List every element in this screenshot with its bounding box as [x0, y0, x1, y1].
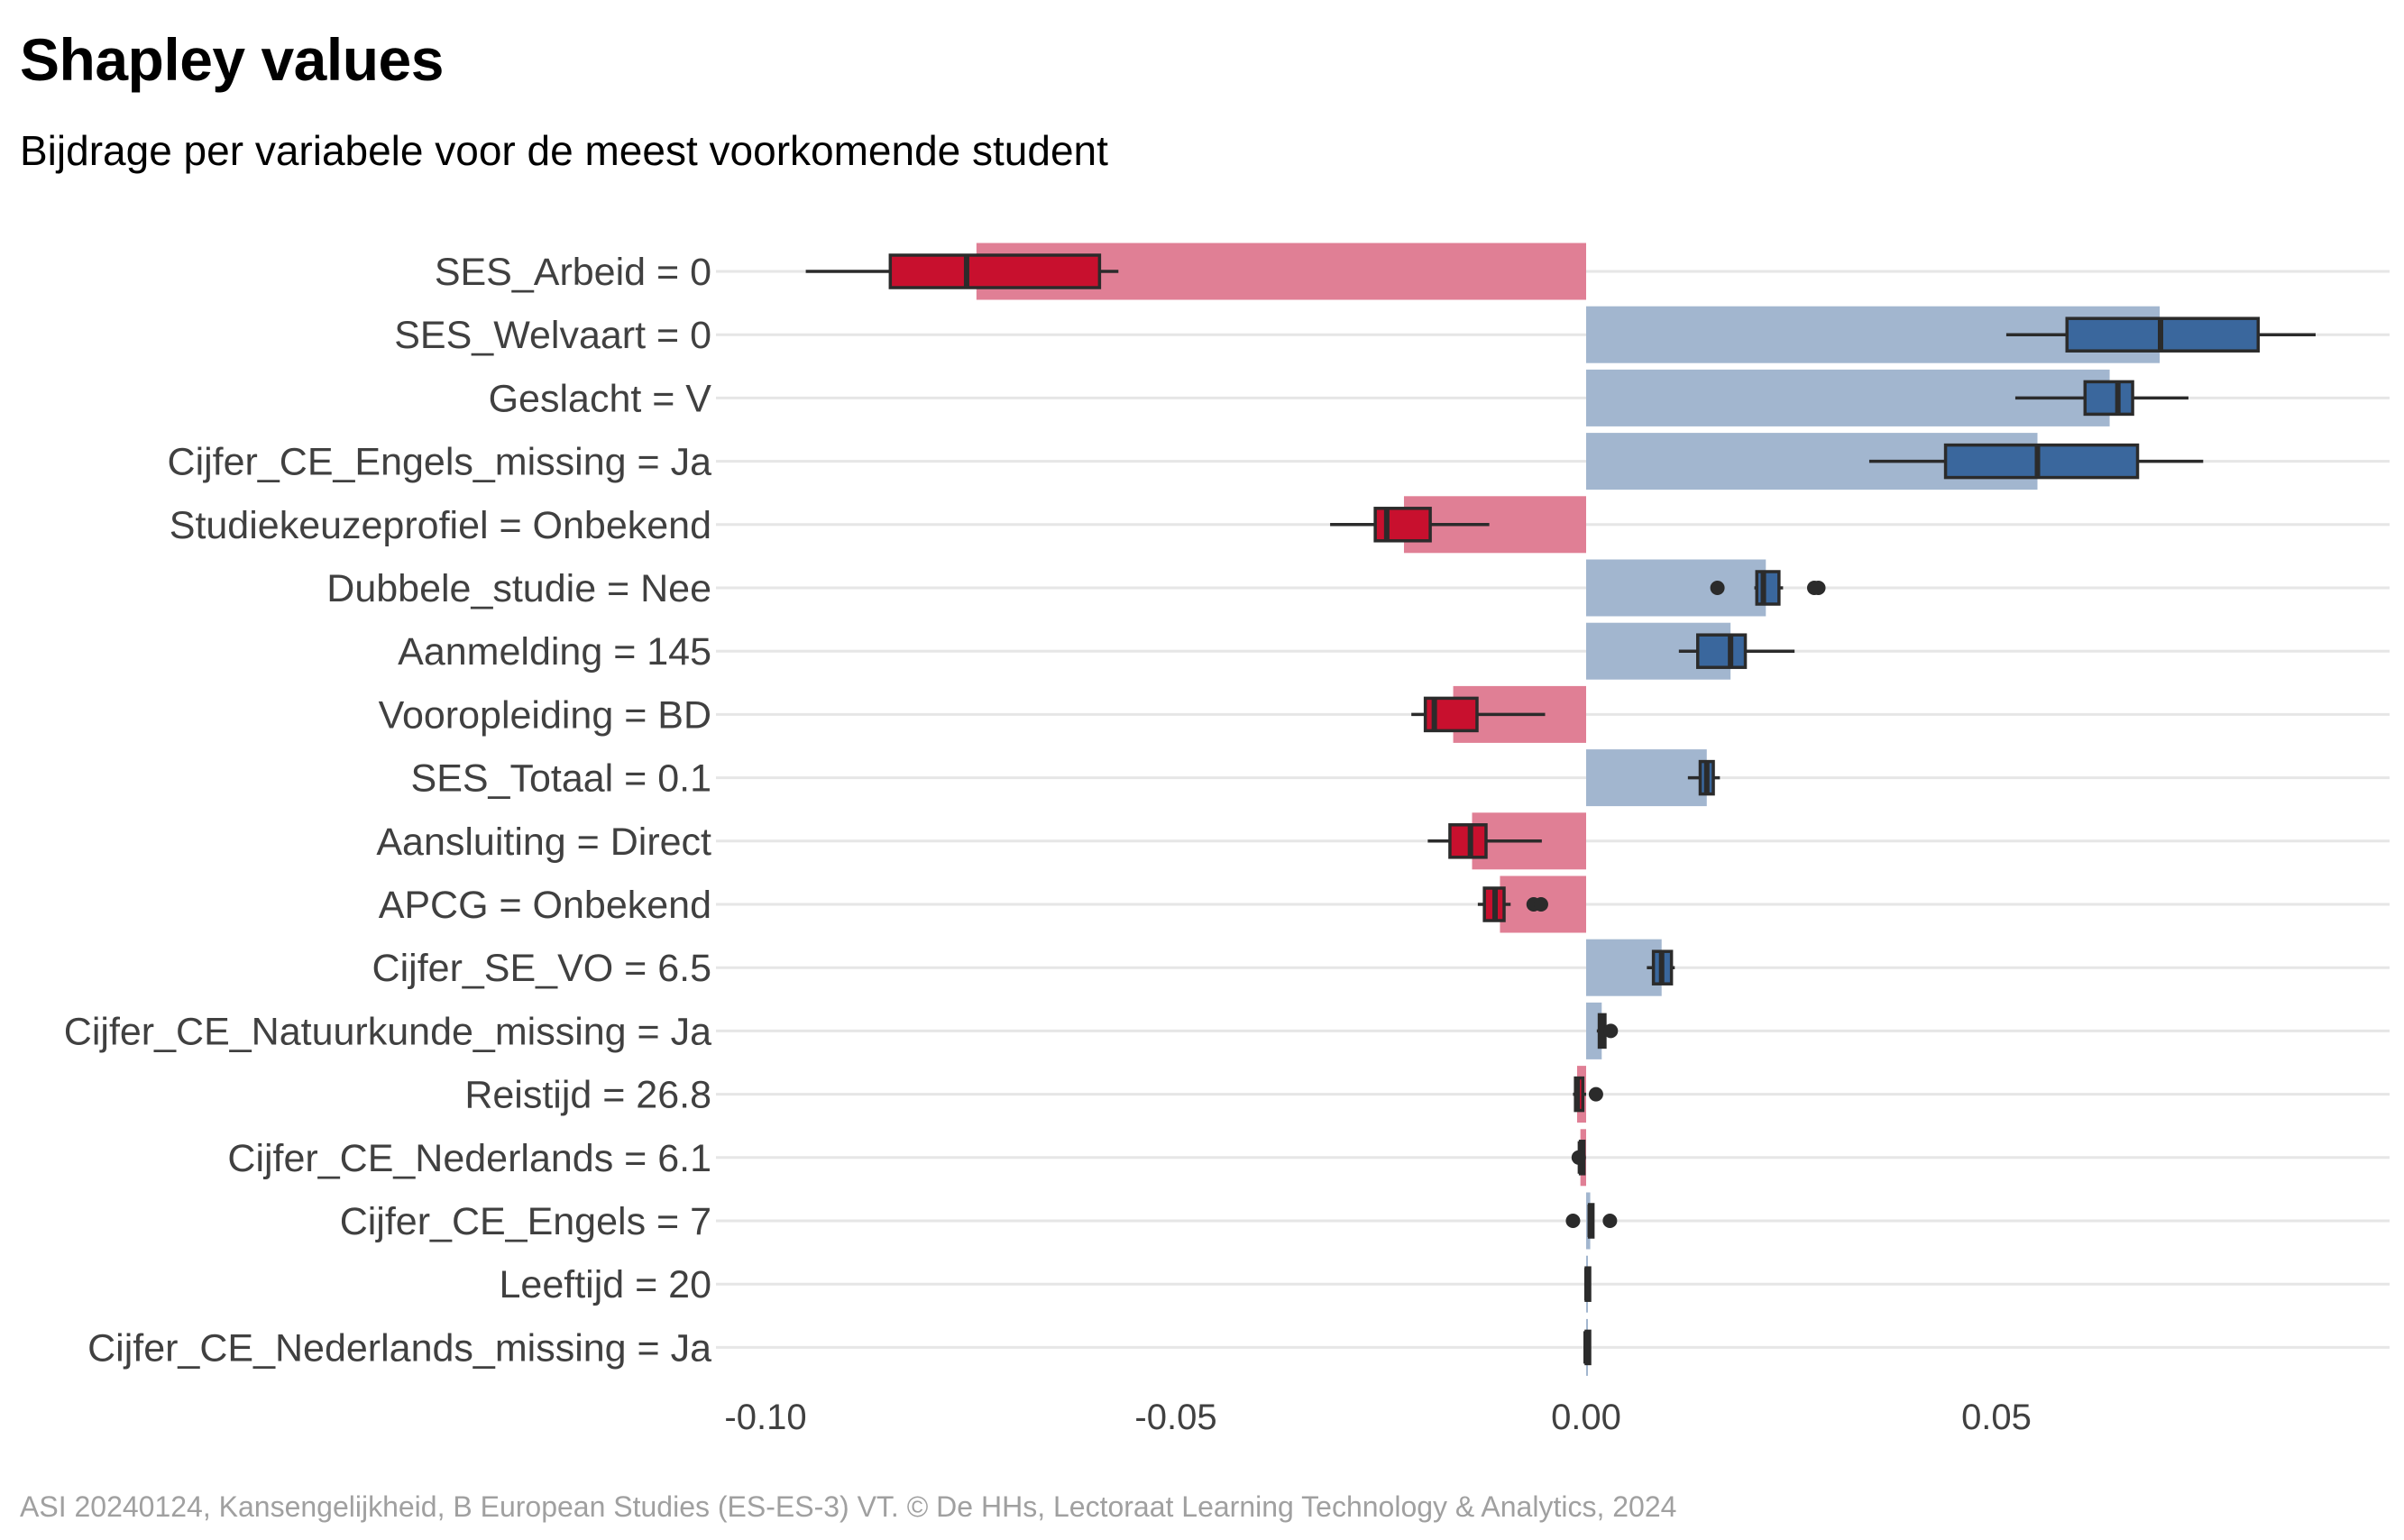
y-axis-labels: SES_Arbeid = 0 SES_Welvaart = 0 Geslacht =… — [64, 251, 712, 1370]
chart-caption: ASI 20240124, Kansengelijkheid, B Europe… — [20, 1490, 1677, 1523]
boxplots — [805, 253, 2316, 1366]
y-axis-label: Dubbele_studie = Nee — [326, 567, 711, 610]
y-axis-label: SES_Welvaart = 0 — [394, 314, 711, 357]
x-axis-tick-label: -0.05 — [1134, 1398, 1216, 1437]
y-axis-label: Cijfer_SE_VO = 6.5 — [372, 947, 711, 990]
x-axis-tick-label: 0.05 — [1961, 1398, 2032, 1437]
box — [888, 253, 1102, 289]
outlier-point — [1533, 897, 1548, 912]
y-axis-label: APCG = Onbekend — [379, 884, 711, 927]
y-axis-label: Geslacht = V — [489, 377, 712, 420]
outlier-point — [1602, 1214, 1618, 1228]
chart-subtitle: Bijdrage per variabele voor de meest voo… — [20, 127, 1108, 174]
box — [1755, 570, 1781, 606]
bars — [976, 243, 2161, 1376]
y-axis-label: Cijfer_CE_Nederlands = 6.1 — [227, 1137, 711, 1180]
y-axis-label: Leeftijd = 20 — [500, 1263, 712, 1306]
outlier-point — [1571, 1150, 1586, 1165]
x-axis-tick-label: 0.00 — [1551, 1398, 1621, 1437]
y-axis-label: Aanmelding = 145 — [398, 630, 711, 674]
y-axis-label: Vooropleiding = BD — [379, 693, 711, 737]
y-axis-label: Reistijd = 26.8 — [464, 1074, 711, 1117]
outlier-point — [1565, 1214, 1581, 1228]
outlier-point — [1588, 1086, 1603, 1102]
box — [1696, 633, 1748, 669]
box — [2083, 380, 2134, 417]
y-axis-label: SES_Arbeid = 0 — [435, 251, 711, 294]
outlier-point — [1603, 1023, 1619, 1039]
y-axis-label: Cijfer_CE_Engels_missing = Ja — [168, 441, 712, 484]
chart-title: Shapley values — [20, 26, 444, 93]
x-axis-ticks: -0.10 -0.05 0.00 0.05 — [724, 1398, 2032, 1437]
box — [1373, 507, 1432, 543]
y-axis-label: Cijfer_CE_Natuurkunde_missing = Ja — [64, 1010, 711, 1053]
y-axis-label: Studiekeuzeprofiel = Onbekend — [170, 504, 711, 547]
box — [1943, 443, 2140, 480]
bar — [1586, 749, 1707, 807]
outlier-point — [1811, 581, 1826, 595]
y-axis-label: Cijfer_CE_Engels = 7 — [340, 1200, 711, 1243]
grid-lines — [716, 270, 2390, 1349]
y-axis-label: Cijfer_CE_Nederlands_missing = Ja — [87, 1326, 711, 1370]
bar — [1586, 559, 1766, 617]
y-axis-label: SES_Totaal = 0.1 — [411, 757, 711, 801]
x-axis-tick-label: -0.10 — [724, 1398, 806, 1437]
outlier-point — [1710, 581, 1725, 595]
y-axis-label: Aansluiting = Direct — [376, 820, 711, 864]
